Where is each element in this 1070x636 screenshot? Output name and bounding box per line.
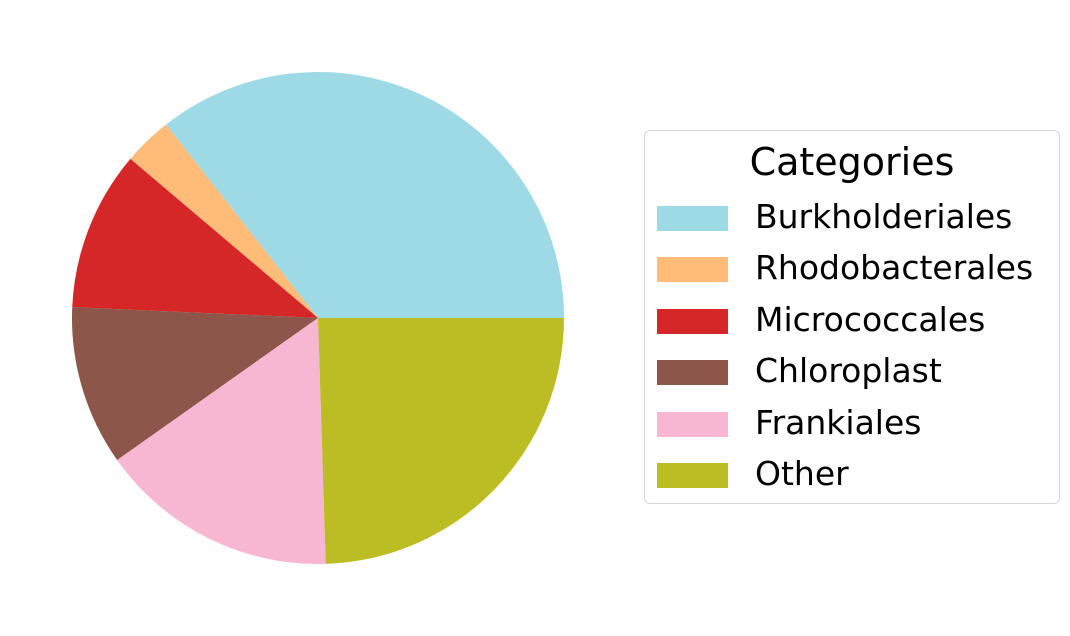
legend-label: Chloroplast (755, 351, 942, 391)
legend-label: Frankiales (755, 402, 922, 442)
pie-slice-chloroplast (72, 307, 318, 461)
legend-swatch (657, 411, 728, 437)
legend-swatch (657, 463, 728, 488)
pie-slice-burkholderiales (166, 71, 564, 318)
legend-label: Other (755, 454, 849, 493)
legend-swatch (657, 206, 728, 231)
pie-slice-micrococcales (72, 158, 319, 318)
legend-swatch (657, 308, 728, 334)
legend-title: Categories (749, 140, 955, 184)
legend-swatch (657, 360, 728, 386)
pie-slice-other (318, 318, 564, 564)
legend: Categories Burkholderiales Rhodobacterale… (644, 130, 1060, 504)
legend-label: Micrococcales (755, 299, 986, 339)
legend-label: Burkholderiales (755, 197, 1013, 236)
pie-slice-frankiales (117, 318, 326, 565)
legend-swatch (657, 257, 728, 283)
pie-slice-rhodobacterales (130, 124, 318, 318)
legend-label: Rhodobacterales (755, 248, 1034, 288)
pie-chart (72, 71, 564, 565)
